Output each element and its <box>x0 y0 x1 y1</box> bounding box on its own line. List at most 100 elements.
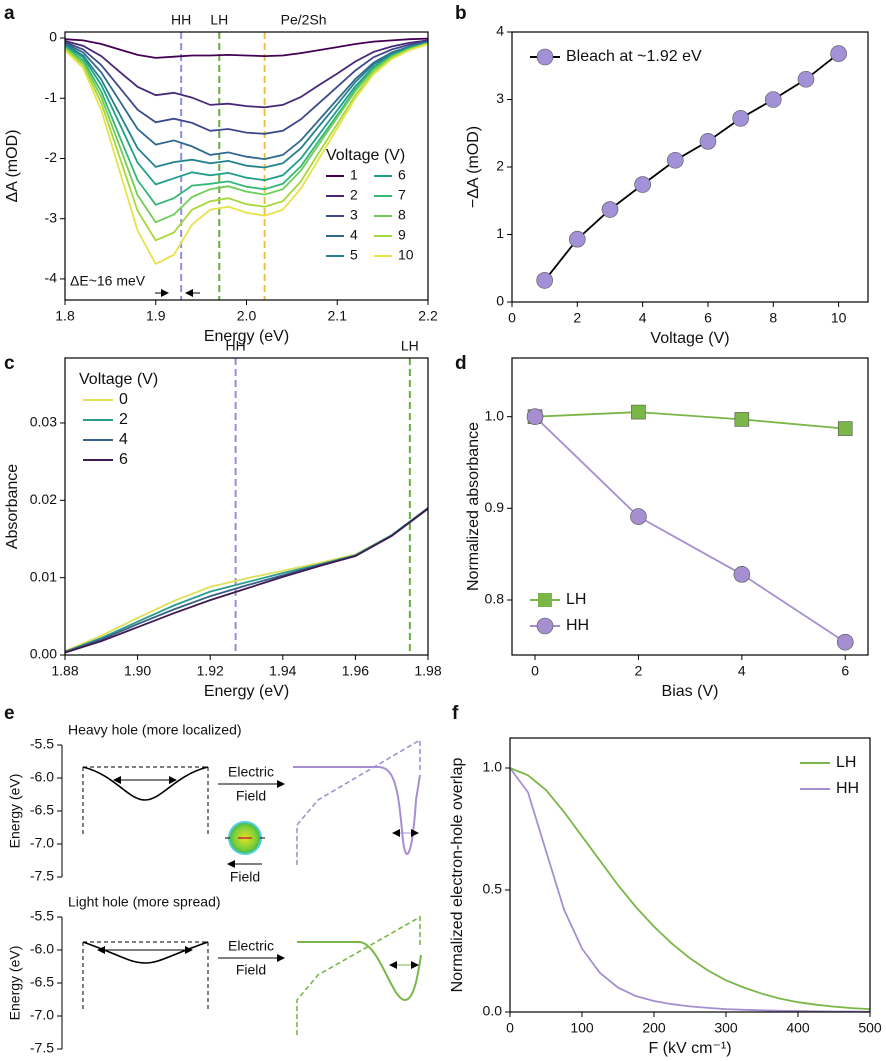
legend-label: LH <box>836 754 856 771</box>
y-tick-label: -3 <box>45 209 58 225</box>
series-line <box>64 41 429 186</box>
reference-label: HH <box>171 12 191 28</box>
x-tick-label: 2 <box>573 310 581 326</box>
diagram-title: Heavy hole (more localized) <box>68 722 242 738</box>
x-tick-label: 1.8 <box>55 308 75 324</box>
marker <box>797 70 815 88</box>
x-tick-label: 1.96 <box>342 663 369 679</box>
x-tick-label: 1.98 <box>414 663 441 679</box>
x-axis-label: F (kV cm⁻¹) <box>648 1040 731 1057</box>
y-tick-label: 1 <box>496 225 504 241</box>
y-tick-label: 0.01 <box>30 568 57 584</box>
series-line <box>64 507 429 653</box>
panel-label: b <box>455 3 467 24</box>
y-tick-label: -7.5 <box>30 1040 54 1056</box>
well <box>82 766 209 835</box>
legend-label: 9 <box>398 227 406 243</box>
series-line <box>534 411 846 430</box>
y-tick-label: -1 <box>45 89 58 105</box>
y-axis-label: Energy (eV) <box>7 774 23 849</box>
legend-label: 2 <box>119 411 128 428</box>
plot-frame <box>511 31 869 303</box>
legend-label: 5 <box>350 247 358 263</box>
marker <box>630 508 647 525</box>
x-axis-label: Energy (eV) <box>204 683 289 700</box>
well <box>82 941 209 1010</box>
y-tick-label: -6.5 <box>30 802 54 818</box>
y-tick-label: -6.0 <box>30 941 54 957</box>
hole-level <box>82 766 209 801</box>
legend-label: HH <box>836 780 859 797</box>
panel-label: a <box>4 3 15 24</box>
x-tick-label: 0 <box>531 663 539 679</box>
x-tick-label: 300 <box>714 1020 738 1036</box>
x-tick-label: 2.1 <box>328 308 348 324</box>
y-axis-label: Absorbance <box>4 464 21 549</box>
x-axis-label: Energy (eV) <box>204 328 289 345</box>
legend-label: 7 <box>398 187 406 203</box>
y-tick-label: -7.5 <box>30 868 54 884</box>
x-tick-label: 8 <box>769 310 777 326</box>
marker <box>734 412 750 427</box>
legend-label: 10 <box>398 247 414 263</box>
x-tick-label: 1.90 <box>124 663 151 679</box>
series-line <box>509 767 871 1013</box>
x-tick-label: 100 <box>570 1020 594 1036</box>
band-diagram: e -5.5 -6.0 -6.5 -7.0 -7.5 Energy (eV) Heavy ho… <box>4 703 422 1056</box>
diagram-title: Light hole (more spread) <box>68 894 221 910</box>
x-tick-label: 6 <box>841 663 849 679</box>
y-axis-label: −ΔA (mOD) <box>465 126 482 208</box>
legend-label: 2 <box>350 187 358 203</box>
y-tick-label: -6.0 <box>30 769 54 785</box>
legend-label: 4 <box>119 431 128 448</box>
marker <box>837 421 853 436</box>
reference-label: LH <box>401 338 419 354</box>
y-tick-label: 0.5 <box>483 881 503 897</box>
panel-label: f <box>452 703 459 724</box>
y-axis-label: Energy (eV) <box>7 946 23 1021</box>
x-tick-label: 0 <box>506 1020 514 1036</box>
legend-label: 1 <box>350 167 358 183</box>
y-tick-label: 0.02 <box>30 491 57 507</box>
series-line <box>64 39 429 109</box>
plot-frame <box>509 737 871 1013</box>
legend-label: Bleach at ~1.92 eV <box>566 48 702 65</box>
series-line <box>543 52 840 281</box>
exciton-label: Field <box>230 869 260 885</box>
reference-label: LH <box>210 12 228 28</box>
tilted-well <box>296 738 421 865</box>
x-tick-label: 2.0 <box>237 308 257 324</box>
marker <box>601 201 619 218</box>
x-axis-label: Bias (V) <box>662 683 719 700</box>
panel-label: e <box>4 703 15 724</box>
series-line <box>64 41 429 169</box>
legend-marker <box>536 48 554 66</box>
series-line <box>64 43 429 266</box>
arrow-label: Field <box>236 962 266 978</box>
series-line <box>64 42 429 206</box>
y-tick-label: 0.8 <box>485 591 505 607</box>
y-tick-label: 0 <box>496 293 504 309</box>
y-tick-label: 0.9 <box>485 499 505 515</box>
x-tick-label: 1.94 <box>269 663 296 679</box>
x-tick-label: 1.92 <box>197 663 224 679</box>
marker <box>634 176 651 193</box>
marker <box>667 151 684 169</box>
reference-label: HH <box>225 338 245 354</box>
x-tick-label: 6 <box>704 310 712 326</box>
legend-label: 8 <box>398 207 406 223</box>
marker <box>569 230 586 248</box>
y-tick-label: 0 <box>49 29 57 45</box>
y-tick-label: 1.0 <box>485 407 505 423</box>
legend-label: 4 <box>350 227 358 243</box>
x-tick-label: 0 <box>508 310 516 326</box>
marker <box>536 272 553 289</box>
series-line <box>64 37 429 59</box>
legend-marker <box>538 593 552 607</box>
y-tick-label: -7.0 <box>30 835 54 851</box>
arrow-label: Field <box>236 788 266 804</box>
hole-level <box>82 941 209 964</box>
y-tick-label: 1.0 <box>483 759 503 775</box>
legend-label: 3 <box>350 207 358 223</box>
